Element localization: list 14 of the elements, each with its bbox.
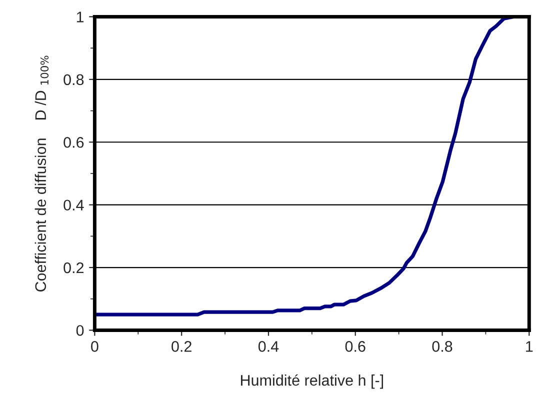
y-tick-label: 0.2 — [64, 262, 84, 274]
y-tick-label: 0.4 — [64, 200, 84, 211]
x-tick-label: 0.8 — [432, 341, 452, 352]
x-tick-label: 0.2 — [172, 341, 192, 352]
y-tick-label: 0.6 — [64, 136, 84, 148]
y-axis-title: Coefficient de diffusion D /D $_{100%}$ — [34, 56, 49, 292]
x-tick-label: 0.6 — [345, 341, 366, 352]
x-tick-label: 1 — [526, 341, 533, 352]
y-tick-label: 0 — [76, 325, 84, 336]
x-axis-title: Humidité relative h [-] — [241, 374, 384, 389]
x-tick-label: 0.4 — [258, 341, 279, 352]
y-tick-label: 1 — [76, 12, 84, 22]
y-tick-label: 0.8 — [64, 74, 84, 86]
x-tick-label: 0 — [91, 341, 98, 352]
